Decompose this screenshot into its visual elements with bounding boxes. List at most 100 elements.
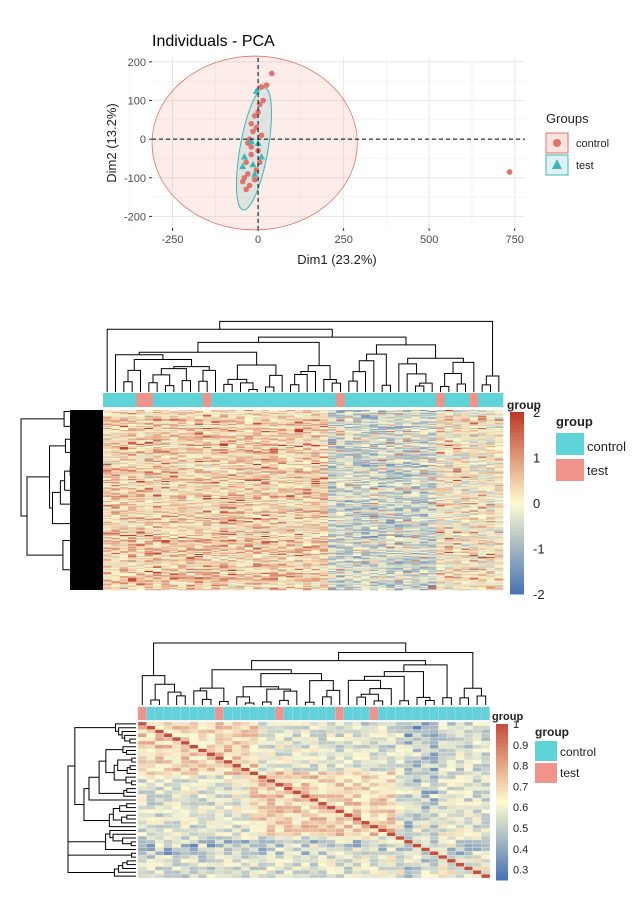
heatmap-cell bbox=[369, 413, 379, 415]
heatmap-cell bbox=[411, 418, 420, 420]
heatmap-cell bbox=[128, 416, 137, 418]
heatmap-cell bbox=[119, 422, 129, 425]
heatmap-cell bbox=[353, 410, 362, 412]
heatmap-cell bbox=[386, 415, 395, 417]
heatmap-annotation-cell-control bbox=[411, 393, 420, 407]
heatmap-cell bbox=[419, 419, 429, 421]
heatmap-cell bbox=[319, 413, 329, 415]
heatmap-cell bbox=[153, 419, 162, 421]
pca-point-control bbox=[245, 171, 251, 177]
heatmap-cell bbox=[178, 421, 187, 424]
heatmap-cell bbox=[478, 415, 487, 417]
heatmap-cell bbox=[494, 411, 504, 413]
heatmap-cell bbox=[328, 412, 337, 414]
heatmap-cell bbox=[144, 419, 154, 421]
heatmap-cell bbox=[453, 414, 462, 416]
heatmap-cell bbox=[253, 424, 262, 427]
heatmap-cell bbox=[386, 412, 395, 414]
heatmap-cell bbox=[194, 419, 204, 421]
heatmap-cell bbox=[311, 415, 320, 417]
heatmap-cell bbox=[144, 421, 154, 424]
heatmap-cell bbox=[278, 416, 287, 418]
heatmap-cell bbox=[261, 417, 270, 419]
heatmap-cell bbox=[136, 424, 145, 427]
heatmap-cell bbox=[394, 415, 404, 417]
heatmap-cell bbox=[103, 428, 112, 430]
pca-point-test bbox=[247, 137, 255, 145]
heatmap-cell bbox=[444, 415, 454, 417]
heatmap-cell bbox=[128, 410, 137, 412]
heatmap-cell bbox=[469, 422, 479, 425]
heatmap-cell bbox=[194, 415, 204, 417]
heatmap-cell bbox=[311, 423, 320, 426]
heatmap-cell bbox=[261, 416, 270, 418]
heatmap-cell bbox=[311, 410, 320, 412]
heatmap-cell bbox=[494, 424, 504, 427]
heatmap-cell bbox=[194, 416, 204, 418]
heatmap-cell bbox=[344, 428, 354, 430]
heatmap-cell bbox=[303, 414, 312, 416]
heatmap-cell bbox=[394, 412, 404, 414]
heatmap-cell bbox=[444, 420, 454, 422]
heatmap-cell bbox=[111, 420, 120, 422]
heatmap-cell bbox=[219, 423, 229, 426]
heatmap-cell bbox=[203, 412, 212, 414]
pca-point-control bbox=[251, 176, 258, 183]
heatmap-cell bbox=[494, 412, 504, 414]
heatmap-cell bbox=[111, 419, 120, 421]
heatmap-cell bbox=[303, 411, 312, 413]
heatmap-cell bbox=[186, 413, 195, 415]
heatmap-cell bbox=[444, 417, 454, 419]
heatmap-cell bbox=[186, 421, 195, 424]
heatmap-cell bbox=[353, 421, 362, 424]
heatmap-cell bbox=[353, 426, 362, 429]
heatmap-cell bbox=[103, 421, 112, 424]
heatmap-cell bbox=[203, 421, 212, 424]
heatmap-cell bbox=[111, 413, 120, 415]
heatmap-cell bbox=[411, 428, 420, 430]
heatmap-cell bbox=[261, 421, 270, 424]
heatmap-cell bbox=[419, 416, 429, 418]
heatmap-cell bbox=[286, 418, 295, 420]
heatmap-cell bbox=[228, 420, 237, 422]
heatmap-cell bbox=[119, 428, 129, 430]
heatmap-column-dendrogram-branch bbox=[265, 386, 275, 392]
heatmap-cell bbox=[469, 416, 479, 418]
heatmap-column-dendrogram-branch bbox=[138, 351, 258, 365]
heatmap-annotation-cell-control bbox=[128, 393, 137, 407]
heatmap-cell bbox=[236, 411, 245, 413]
heatmap-cell bbox=[336, 424, 345, 427]
heatmap-cell bbox=[369, 418, 379, 420]
heatmap-cell bbox=[378, 418, 387, 420]
heatmap-cell bbox=[111, 425, 120, 428]
heatmap-annotation-cell-control bbox=[286, 393, 295, 407]
heatmap-cell bbox=[394, 421, 404, 424]
pca-point-test bbox=[249, 160, 257, 168]
heatmap-cell bbox=[478, 418, 487, 420]
heatmap-cell bbox=[411, 412, 420, 414]
heatmap-cell bbox=[228, 428, 237, 430]
heatmap-cell bbox=[344, 419, 354, 421]
heatmap-column-dendrogram-branch bbox=[160, 368, 187, 381]
heatmap-cell bbox=[119, 414, 129, 416]
heatmap-column-dendrogram-branch bbox=[123, 381, 133, 392]
heatmap-cell bbox=[119, 425, 129, 428]
heatmap-cell bbox=[403, 414, 412, 416]
heatmap-cell bbox=[169, 425, 179, 428]
heatmap-cell bbox=[278, 424, 287, 427]
pca-point-control bbox=[258, 84, 265, 90]
pca-point-test bbox=[240, 153, 248, 160]
heatmap-cell bbox=[119, 424, 129, 427]
heatmap-cell bbox=[361, 414, 370, 416]
heatmap-cell bbox=[378, 426, 387, 429]
heatmap-cell bbox=[178, 413, 187, 415]
heatmap-cell bbox=[228, 410, 237, 412]
pca-point-control bbox=[243, 159, 249, 166]
heatmap-cell bbox=[378, 411, 387, 413]
heatmap-cell bbox=[294, 413, 304, 415]
heatmap-cell bbox=[103, 422, 112, 425]
heatmap-cell bbox=[436, 413, 445, 415]
heatmap-cell bbox=[486, 421, 495, 424]
heatmap-cell bbox=[119, 412, 129, 414]
